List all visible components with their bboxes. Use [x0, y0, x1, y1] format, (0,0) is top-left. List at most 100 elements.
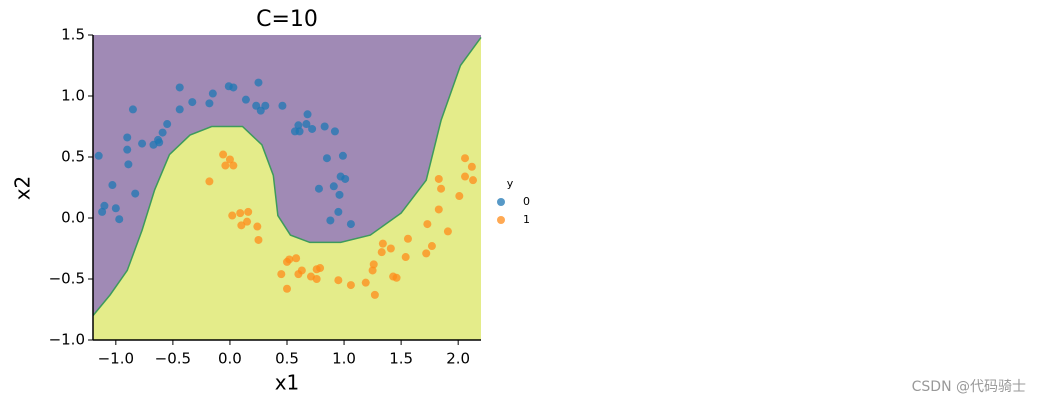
point [455, 192, 464, 201]
point [111, 204, 120, 213]
point [392, 273, 401, 282]
point [241, 95, 250, 104]
y-tick-label: 1.5 [61, 26, 85, 44]
point [237, 221, 246, 230]
point [261, 101, 270, 110]
point [175, 105, 184, 114]
point [295, 127, 304, 136]
point [437, 184, 446, 193]
point [131, 189, 140, 198]
point [316, 264, 325, 273]
point [346, 220, 355, 229]
point [403, 234, 412, 243]
point [229, 161, 238, 170]
point [469, 176, 478, 185]
point [461, 154, 470, 163]
x-tick-label: 0.5 [275, 350, 299, 368]
point [285, 255, 294, 264]
point [98, 207, 107, 216]
point [368, 266, 377, 275]
decision-boundary [92, 36, 482, 317]
x-axis-label: x1 [275, 371, 300, 395]
legend-title: y [507, 177, 514, 190]
x-tick-label: 1.5 [389, 350, 413, 368]
legend-marker [497, 198, 505, 206]
point [427, 242, 436, 251]
point [443, 227, 452, 236]
point [253, 222, 262, 231]
point [334, 276, 343, 285]
point [124, 160, 133, 169]
x-tick-label: 0.0 [218, 350, 242, 368]
point [205, 99, 214, 108]
point [108, 181, 117, 190]
point [370, 290, 379, 299]
point [278, 101, 287, 110]
point [377, 248, 386, 257]
point [175, 83, 184, 92]
point [205, 177, 214, 186]
point [188, 98, 197, 107]
point [228, 211, 237, 220]
chart-title: C=10 [256, 7, 318, 32]
legend-label: 1 [523, 213, 530, 226]
point [303, 110, 312, 119]
point [229, 83, 238, 92]
point [128, 105, 137, 114]
x-tick-label: −1.0 [98, 350, 134, 368]
point [254, 235, 263, 244]
point [378, 239, 387, 248]
point [297, 266, 306, 275]
point [467, 162, 476, 171]
point [326, 216, 335, 225]
watermark: CSDN @代码骑士 [912, 379, 1026, 395]
y-tick-label: −0.5 [49, 270, 85, 288]
lower-region [93, 37, 481, 340]
y-axis-label: x2 [11, 176, 35, 201]
x-tick-label: 1.0 [332, 350, 356, 368]
point [330, 127, 339, 136]
x-tick-label: 2.0 [446, 350, 470, 368]
point [461, 172, 470, 181]
x-tick-label: −0.5 [155, 350, 191, 368]
point [208, 89, 217, 98]
point [163, 120, 172, 129]
point [94, 151, 103, 160]
point [314, 184, 323, 193]
point [335, 190, 344, 199]
point [277, 270, 286, 279]
point [422, 249, 431, 258]
point [361, 278, 370, 287]
point [334, 207, 343, 216]
point [225, 155, 234, 164]
point [158, 128, 167, 137]
point [243, 217, 252, 226]
legend-marker [497, 216, 505, 224]
point [386, 244, 395, 253]
point [100, 201, 109, 210]
point [312, 275, 321, 283]
point [115, 215, 124, 224]
point [329, 182, 338, 191]
point [308, 124, 317, 133]
point [369, 260, 378, 269]
legend-label: 0 [523, 195, 530, 208]
point [219, 150, 228, 159]
point [155, 138, 164, 147]
point [346, 281, 355, 290]
y-tick-label: −1.0 [49, 331, 85, 349]
y-tick-label: 0.0 [61, 209, 85, 227]
point [123, 145, 132, 154]
y-tick-label: 1.0 [61, 87, 85, 105]
point [292, 254, 301, 263]
point [254, 78, 263, 87]
point [236, 209, 245, 218]
point [221, 161, 230, 170]
point [423, 220, 432, 229]
point [138, 139, 147, 148]
point [123, 133, 132, 142]
point [434, 205, 443, 214]
point [401, 253, 410, 262]
point [322, 154, 331, 163]
point [434, 174, 443, 183]
